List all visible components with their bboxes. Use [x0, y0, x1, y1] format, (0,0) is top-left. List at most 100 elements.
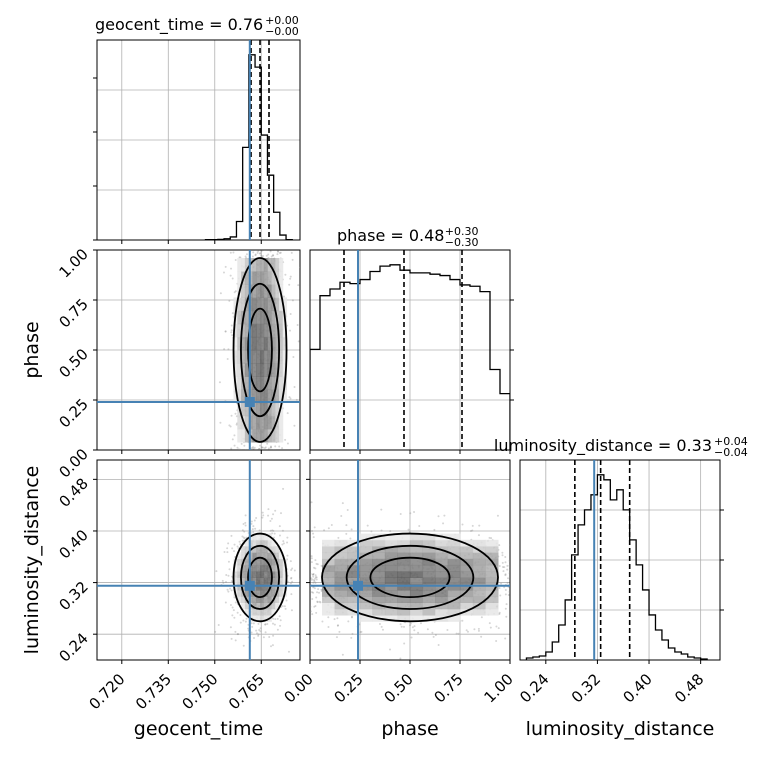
density-cell — [260, 602, 265, 610]
density-cell — [260, 428, 265, 443]
sample-point — [489, 626, 492, 629]
sample-point — [315, 611, 318, 614]
sample-point — [345, 532, 348, 535]
sample-point — [230, 331, 233, 334]
sample-point — [290, 577, 293, 580]
density-cell — [241, 428, 246, 443]
density-cell — [472, 571, 486, 578]
sample-point — [279, 251, 282, 254]
sample-point — [271, 529, 274, 532]
density-cell — [260, 350, 265, 364]
sample-point — [313, 605, 316, 608]
sample-point — [327, 527, 330, 530]
density-cell — [334, 539, 348, 547]
sample-point — [315, 576, 318, 579]
sample-point — [488, 622, 491, 625]
sample-point — [269, 520, 272, 523]
sample-point — [336, 624, 339, 627]
sample-point — [233, 550, 236, 553]
density-cell — [397, 615, 411, 622]
density-cell — [347, 602, 361, 610]
density-cell — [359, 608, 373, 616]
density-cell — [472, 583, 486, 591]
density-cell — [282, 350, 288, 364]
density-cell — [384, 558, 398, 566]
sample-point — [260, 446, 263, 449]
sample-point — [276, 250, 279, 253]
density-cell — [397, 546, 411, 553]
sample-point — [286, 442, 289, 445]
density-cell — [384, 608, 398, 616]
density-cell — [372, 577, 386, 585]
density-cell — [252, 402, 257, 417]
sample-point — [312, 591, 315, 594]
density-cell — [233, 323, 238, 338]
density-cell — [260, 402, 265, 417]
density-cell — [322, 546, 336, 553]
density-cell — [256, 583, 261, 591]
density-cell — [267, 297, 272, 312]
density-cell — [422, 602, 436, 610]
sample-point — [255, 629, 258, 632]
density-cell — [271, 589, 276, 597]
sample-point — [258, 529, 261, 532]
sample-point — [471, 524, 474, 527]
density-cell — [472, 558, 486, 566]
truth-marker — [244, 397, 255, 407]
y-tick-label-phase: 0.50 — [55, 345, 91, 381]
sample-point — [312, 536, 315, 539]
sample-point — [255, 516, 258, 519]
sample-point — [257, 622, 260, 625]
sample-point — [219, 292, 222, 295]
sample-point — [508, 564, 510, 567]
density-cell — [252, 376, 257, 390]
density-cell — [278, 258, 284, 272]
sample-point — [229, 274, 232, 277]
sample-point — [230, 414, 233, 417]
sample-point — [259, 252, 262, 255]
density-cell — [410, 558, 424, 566]
density-cell — [271, 602, 276, 610]
sample-point — [257, 633, 260, 636]
density-cell — [256, 284, 261, 298]
sample-point — [310, 557, 313, 560]
density-cell — [422, 533, 436, 541]
sample-point — [252, 525, 255, 528]
density-cell — [237, 323, 242, 338]
sample-point — [230, 637, 233, 640]
sample-point — [281, 543, 284, 546]
sample-point — [262, 254, 265, 257]
density-cell — [410, 583, 424, 591]
density-cell — [260, 564, 265, 572]
density-cell — [260, 363, 265, 377]
sample-point — [255, 250, 258, 252]
density-cell — [372, 539, 386, 547]
truth-marker — [244, 580, 255, 591]
sample-point — [234, 630, 237, 633]
density-cell — [271, 271, 276, 285]
density-cell — [263, 428, 269, 443]
density-cell — [237, 258, 242, 272]
density-cell — [485, 546, 499, 553]
sample-point — [259, 627, 262, 630]
density-cell — [267, 589, 272, 597]
density-cell — [447, 602, 461, 610]
density-cell — [278, 428, 284, 443]
density-cell — [460, 608, 474, 616]
sample-point — [359, 631, 362, 634]
density-cell — [278, 558, 284, 566]
density-cell — [260, 258, 265, 272]
sample-point — [310, 577, 313, 580]
sample-point — [507, 594, 510, 597]
sample-point — [245, 617, 248, 620]
sample-point — [225, 573, 228, 576]
sample-point — [295, 398, 298, 401]
density-cell — [278, 323, 284, 338]
sample-point — [230, 324, 233, 327]
sample-point — [508, 572, 510, 575]
density-cell — [435, 564, 449, 572]
density-cell — [267, 415, 272, 430]
sample-point — [224, 330, 227, 333]
sample-point — [504, 561, 507, 564]
sample-point — [264, 623, 267, 626]
